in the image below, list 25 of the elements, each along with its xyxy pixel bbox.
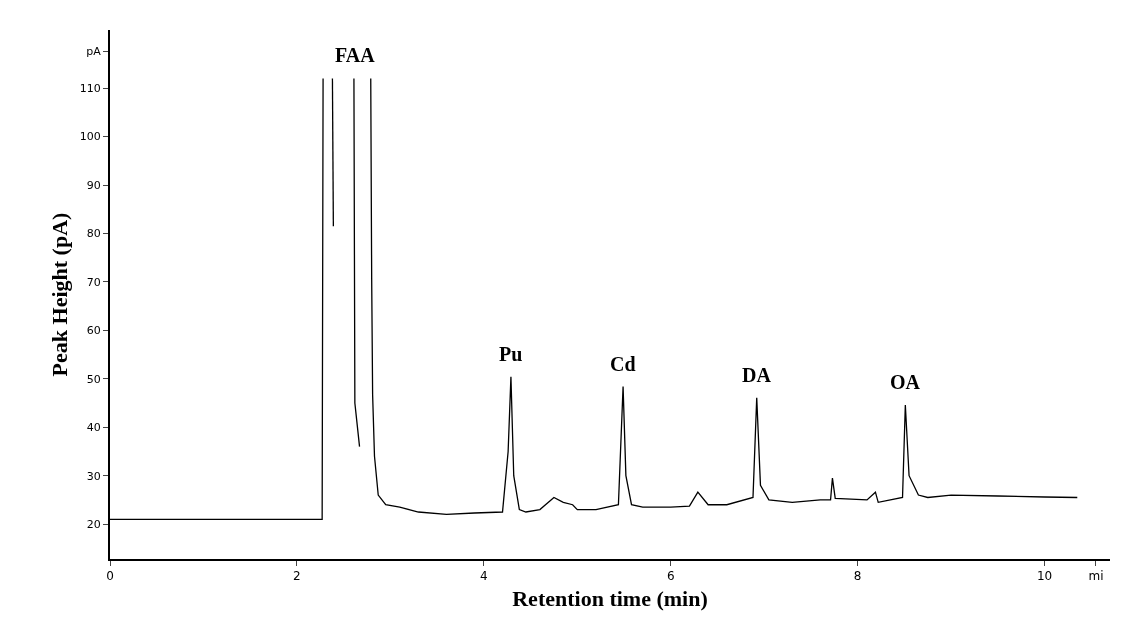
x-tick-label: 2: [293, 569, 301, 584]
annotation: OA: [890, 371, 921, 393]
y-tick-label: 60: [86, 324, 101, 338]
x-tick-label: 10: [1036, 569, 1053, 584]
annotation: DA: [742, 364, 772, 386]
x-tick-label: mi: [1088, 569, 1104, 584]
y-tick-label: 110: [79, 81, 101, 95]
y-tick-label: 40: [86, 421, 101, 435]
x-axis-title: Retention time (min): [512, 585, 708, 611]
x-tick-label: 8: [853, 569, 862, 584]
x-tick-label: 4: [480, 569, 488, 584]
annotation: FAA: [335, 44, 376, 66]
x-tick-label: 6: [666, 569, 675, 584]
y-tick-label: pA: [86, 45, 102, 59]
y-tick-label: 30: [86, 469, 101, 483]
y-tick-label: 80: [86, 227, 101, 241]
y-axis-title: Peak Height (pA): [47, 212, 73, 377]
y-tick-label: 20: [86, 517, 101, 531]
annotation: Cd: [610, 353, 636, 375]
x-tick-label: 0: [106, 569, 114, 584]
y-tick-label: 100: [79, 130, 101, 144]
y-tick-label: 90: [86, 178, 101, 192]
y-tick-label: 50: [86, 372, 101, 386]
y-tick-label: 70: [86, 275, 101, 289]
annotation: Pu: [499, 343, 523, 365]
